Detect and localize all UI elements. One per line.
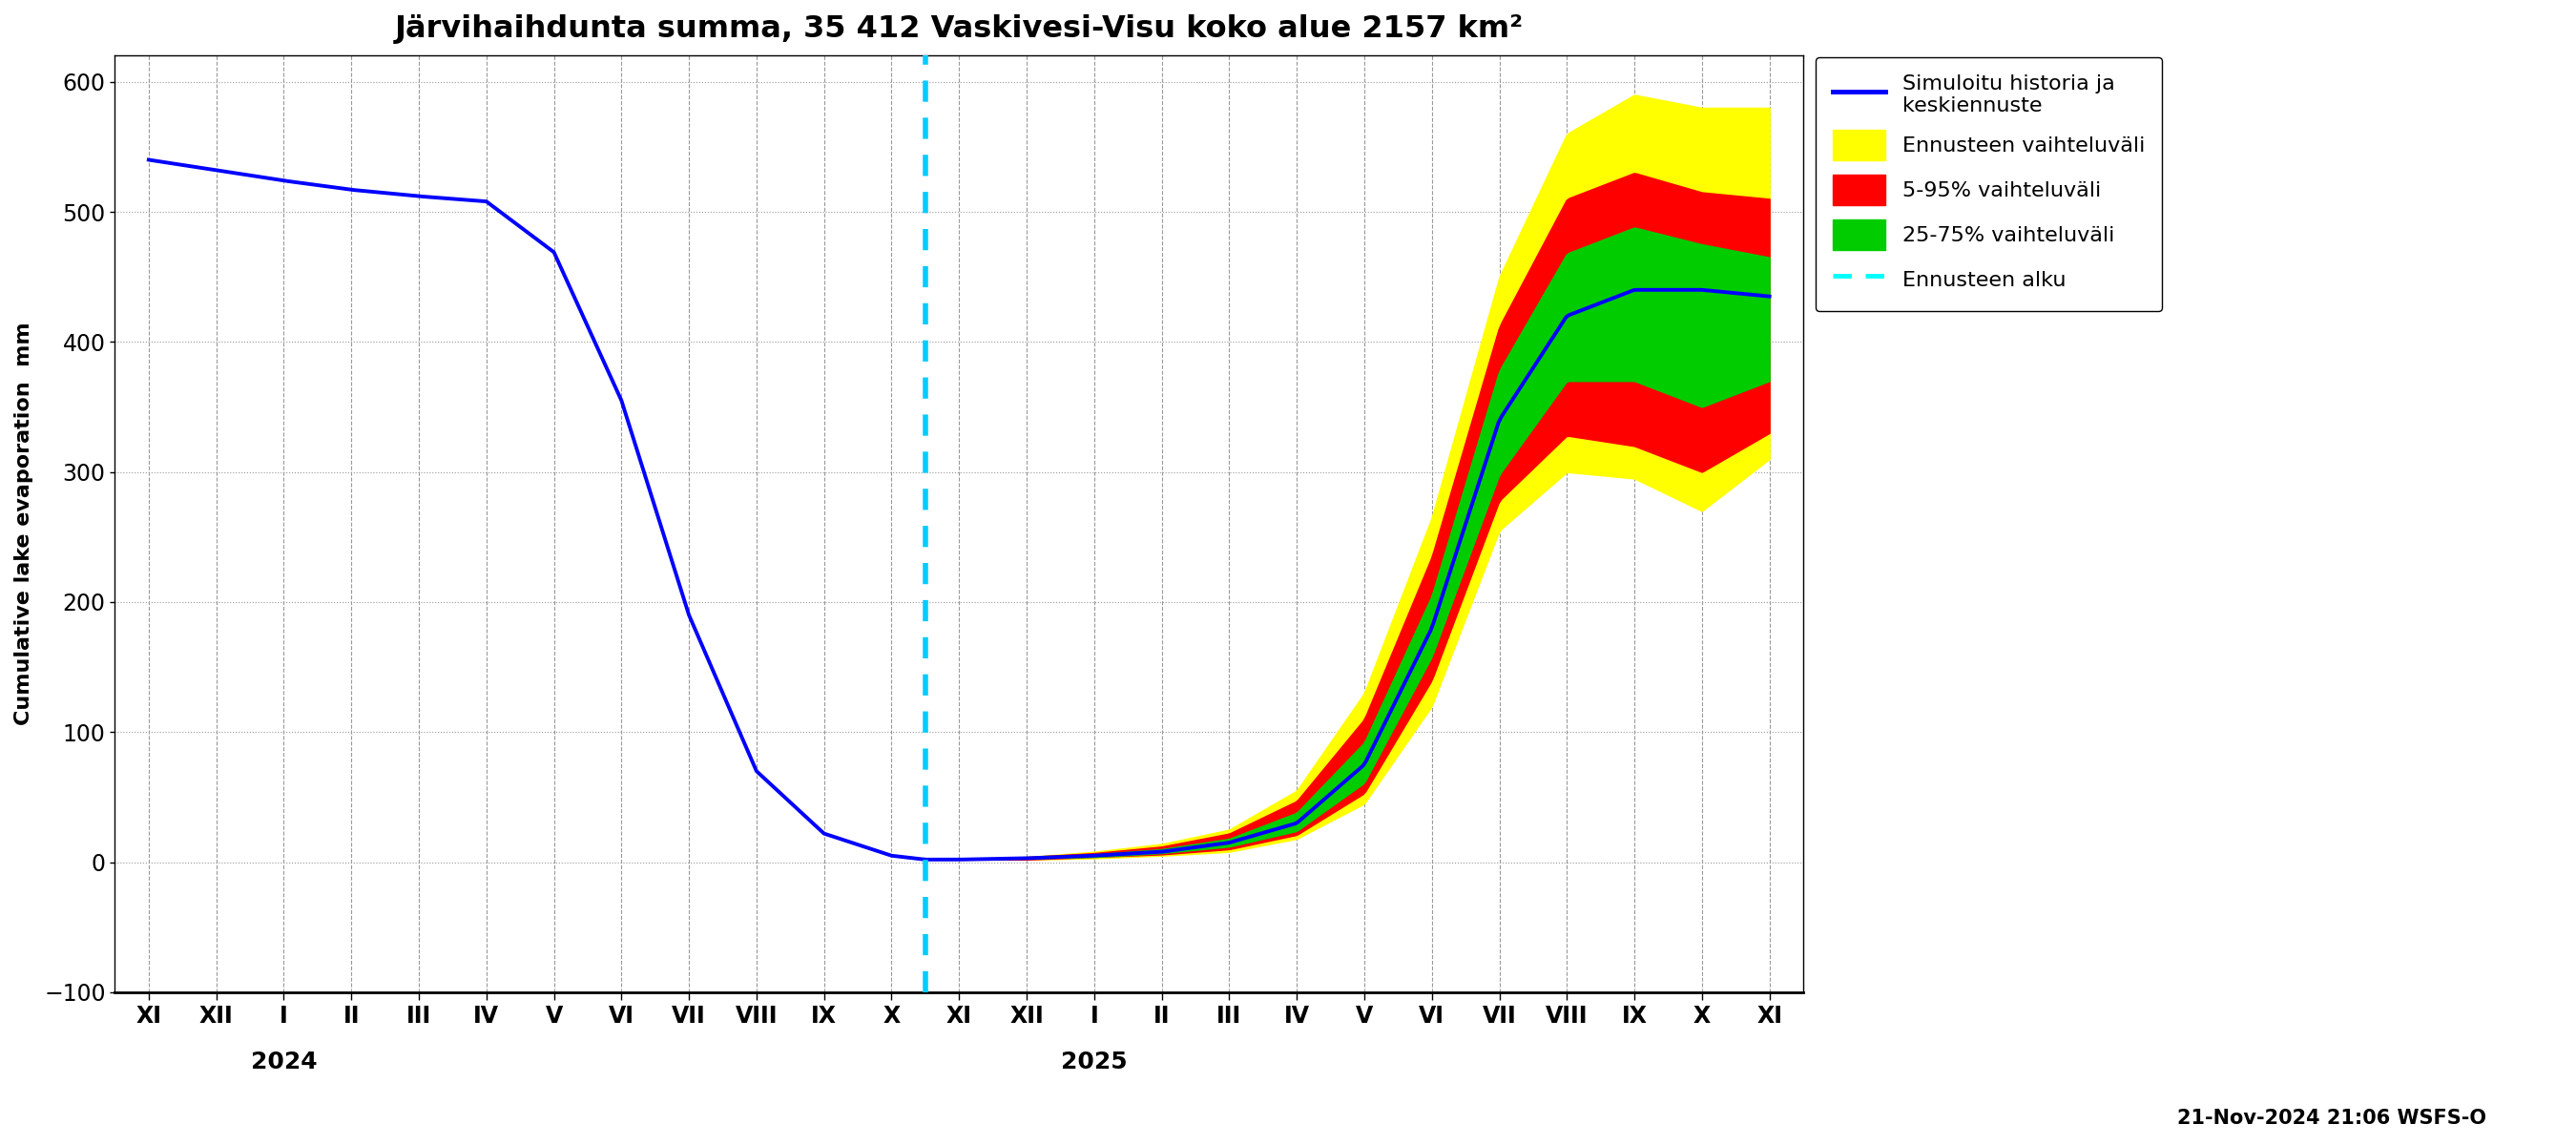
Text: 21-Nov-2024 21:06 WSFS-O: 21-Nov-2024 21:06 WSFS-O (2177, 1108, 2486, 1128)
Legend: Simuloitu historia ja
keskiennuste, Ennusteen vaihteluväli, 5-95% vaihteluväli, : Simuloitu historia ja keskiennuste, Ennu… (1816, 57, 2161, 311)
Title: Järvihaihdunta summa, 35 412 Vaskivesi-Visu koko alue 2157 km²: Järvihaihdunta summa, 35 412 Vaskivesi-V… (394, 14, 1522, 44)
Text: 2024: 2024 (250, 1051, 317, 1074)
Text: 2025: 2025 (1061, 1051, 1128, 1074)
Y-axis label: Cumulative lake evaporation  mm: Cumulative lake evaporation mm (15, 323, 33, 726)
